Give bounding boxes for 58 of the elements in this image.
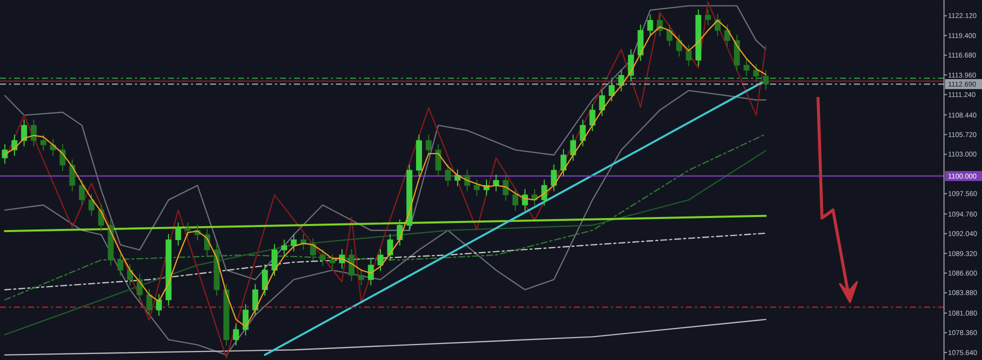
candlestick <box>705 8 711 26</box>
candlestick <box>2 144 8 164</box>
candlestick <box>589 104 596 132</box>
candlestick <box>127 264 133 286</box>
candlestick <box>21 119 28 147</box>
candlestick <box>88 194 94 216</box>
candlestick <box>98 204 104 232</box>
line-series <box>4 150 766 336</box>
candlestick <box>647 14 654 37</box>
candlestick <box>30 119 37 147</box>
line-series <box>4 133 766 300</box>
candlestick <box>753 64 760 82</box>
candlestick <box>512 188 518 212</box>
candlestick <box>290 233 297 252</box>
candlestick <box>608 79 615 102</box>
candlestick <box>117 254 124 276</box>
candlestick <box>426 134 432 156</box>
line-series <box>4 5 766 280</box>
candlestick <box>676 34 682 57</box>
candlestick <box>618 69 624 92</box>
candlestick <box>40 134 46 152</box>
candlestick <box>502 174 509 202</box>
candlestick <box>444 164 451 187</box>
line-series <box>4 90 766 356</box>
candlestick <box>493 174 500 192</box>
candlestick <box>368 258 374 286</box>
candlestick <box>339 248 345 270</box>
candlestick <box>686 44 692 66</box>
candlestick <box>310 238 316 262</box>
candlestick <box>560 148 566 177</box>
candlestick <box>570 134 576 162</box>
candlestick <box>242 304 249 336</box>
candlestick <box>435 144 442 177</box>
candlestick <box>358 268 364 286</box>
candlestick <box>320 248 326 266</box>
candlestick <box>744 58 750 77</box>
candlestick <box>281 239 288 256</box>
candlestick <box>175 222 182 246</box>
candlestick <box>762 70 769 90</box>
line-series <box>4 318 766 356</box>
candlestick <box>146 288 152 316</box>
candlestick <box>233 323 239 346</box>
candlestick <box>184 222 191 237</box>
candlestick <box>156 294 162 316</box>
candlestick <box>464 168 470 192</box>
candlestick <box>666 24 672 47</box>
candlestick <box>387 233 394 262</box>
candlestick <box>329 254 336 270</box>
candlestick <box>628 48 634 82</box>
candlestick <box>599 89 605 116</box>
candlestick <box>474 179 480 196</box>
candlestick <box>348 248 355 282</box>
candlestick <box>78 179 85 206</box>
line-series <box>4 232 766 290</box>
candlestick <box>262 264 268 296</box>
candlestick <box>272 244 278 276</box>
candlestick <box>550 164 557 192</box>
candlestick <box>378 248 384 272</box>
